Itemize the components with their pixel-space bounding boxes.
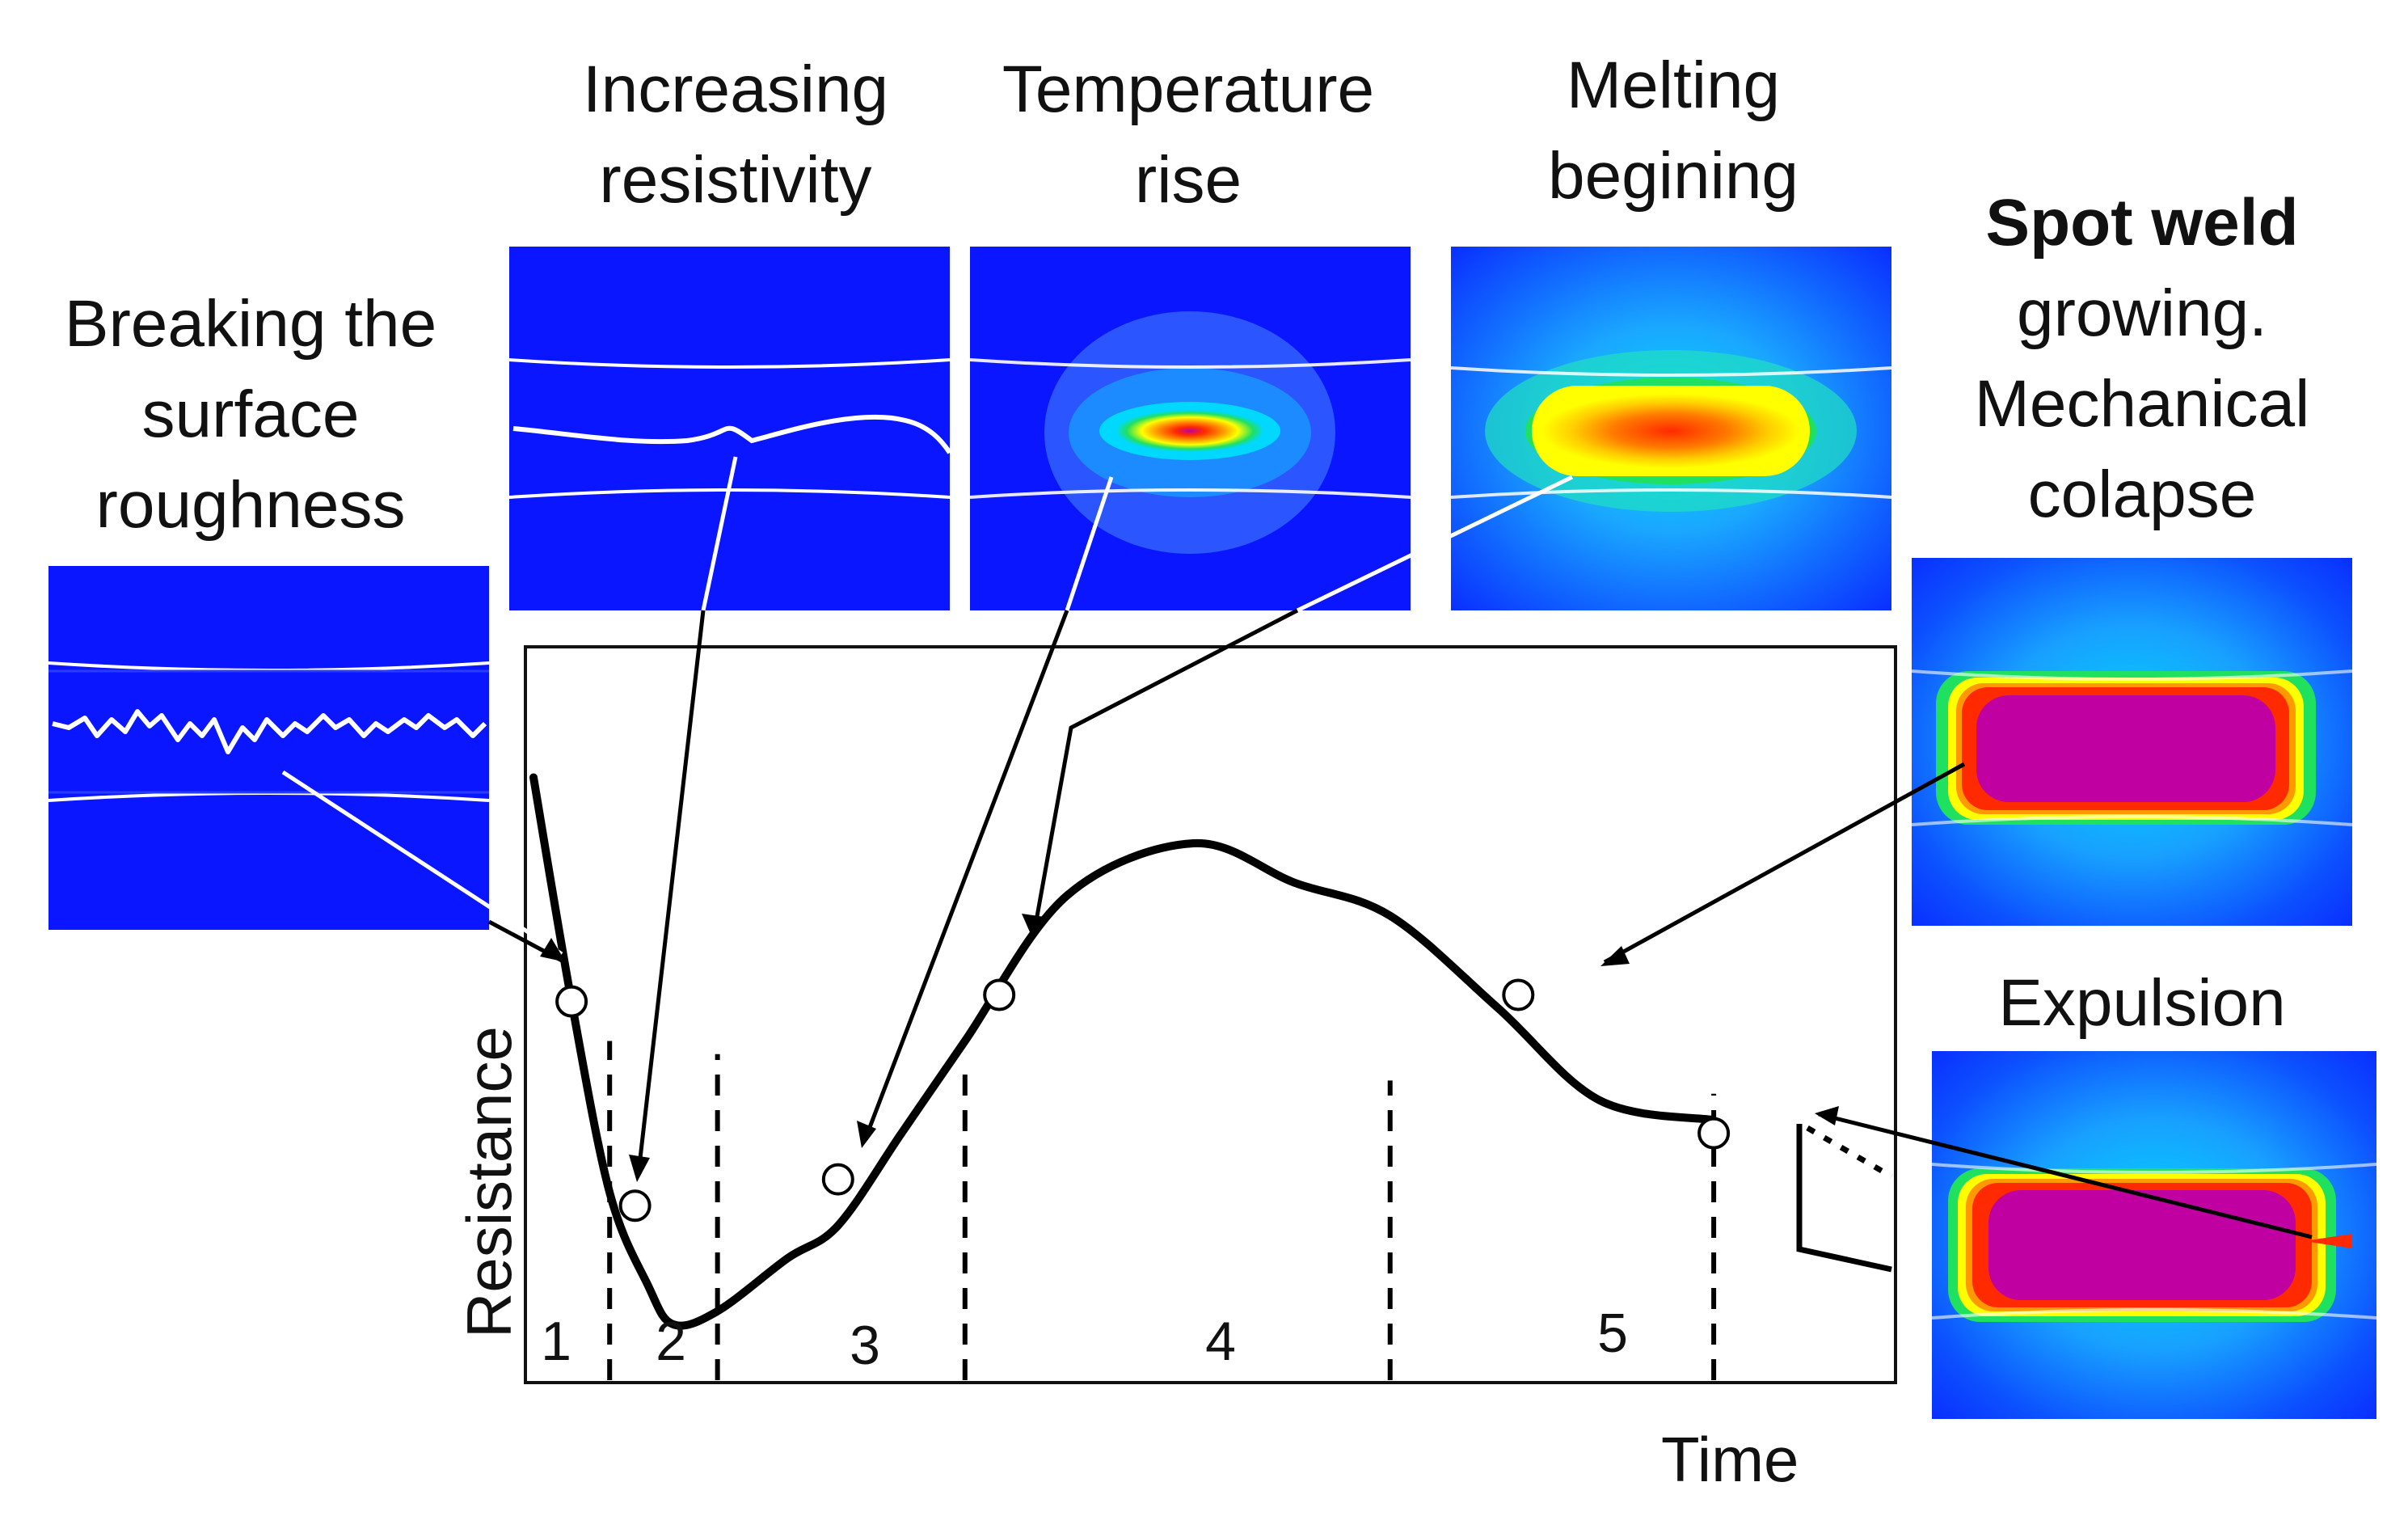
panel-temperature-rise xyxy=(970,247,1411,610)
arrowhead-melting xyxy=(1022,914,1044,940)
stage-label-5: 5 xyxy=(1597,1303,1628,1364)
label-breaking-surface-roughness: Breaking the surface roughness xyxy=(64,287,437,542)
curve-marker-6 xyxy=(1697,1117,1731,1150)
curve-marker-1 xyxy=(555,985,588,1018)
stage-label-3: 3 xyxy=(850,1315,880,1376)
expulsion-drop xyxy=(1796,1124,1892,1273)
label-melting-begining: Melting begining xyxy=(1547,49,1799,213)
panel-increasing-resistivity xyxy=(509,247,950,610)
arrowhead-resistivity xyxy=(629,1155,650,1182)
stage-label-1: 1 xyxy=(541,1311,571,1372)
x-axis-label: Time xyxy=(1661,1424,1799,1495)
arrowhead-temperature xyxy=(857,1121,876,1148)
curve-marker-3 xyxy=(821,1163,854,1196)
label-temperature-rise: Temperature rise xyxy=(1002,53,1375,217)
resistance-curve xyxy=(529,773,1718,1330)
arrow-spot-weld xyxy=(1603,762,1966,965)
curve-marker-4 xyxy=(983,978,1016,1011)
stage-label-4: 4 xyxy=(1205,1311,1236,1372)
curve-marker-2 xyxy=(618,1189,652,1223)
expulsion-dotted xyxy=(1806,1125,1893,1180)
arrowhead-expulsion xyxy=(1815,1106,1839,1125)
plot-frame xyxy=(524,645,1897,1384)
panel-melting-begining xyxy=(1451,247,1891,610)
label-increasing-resistivity: Increasing resistivity xyxy=(582,53,889,217)
arrow-roughness-tail xyxy=(487,919,563,963)
arrowhead-roughness xyxy=(540,938,566,962)
curve-marker-5 xyxy=(1502,978,1535,1011)
arrow-melting-tail xyxy=(1032,608,1299,931)
arrow-resistivity-tail xyxy=(636,610,706,1173)
arrowhead-spot-weld xyxy=(1600,946,1630,966)
panel-expulsion xyxy=(1932,1051,2376,1419)
label-expulsion: Expulsion xyxy=(1998,966,2286,1040)
arrow-temperature-tail xyxy=(862,610,1069,1141)
panel-spot-weld-growing xyxy=(1912,558,2352,926)
y-axis-label: Resistance xyxy=(453,1026,525,1338)
panel-breaking-roughness xyxy=(48,566,489,930)
label-spot-weld: Spot weld growing. Mechanical colapse xyxy=(1974,186,2310,531)
stage-label-2: 2 xyxy=(656,1311,686,1372)
